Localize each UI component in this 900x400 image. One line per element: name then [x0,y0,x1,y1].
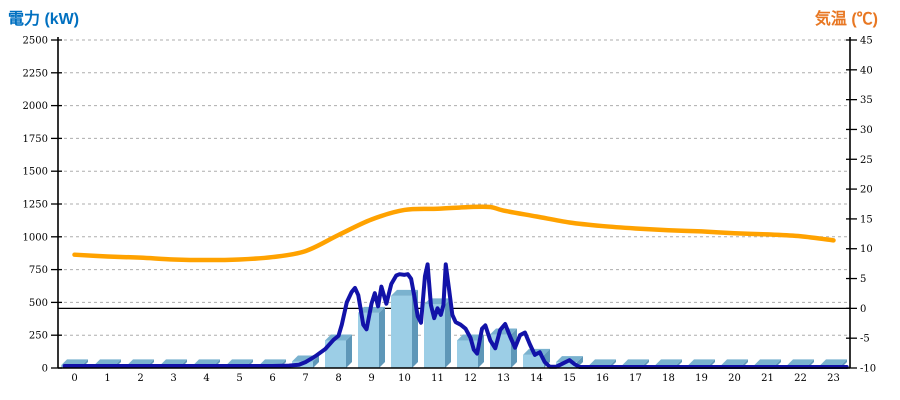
bar-front-face [523,354,544,368]
bar-top-face [688,359,715,366]
bar-top-face [787,359,814,366]
x-axis-tick-label: 1 [104,373,110,384]
bar-front-face [556,362,577,368]
left-axis-tick-label: 2500 [23,36,48,47]
right-axis-tick-label: 40 [860,65,873,76]
left-axis-tick-label: 1000 [23,232,48,243]
bar-side-face [346,334,352,368]
x-axis-tick-label: 18 [662,373,675,384]
bar-top-face [94,359,121,366]
x-axis-tick-label: 9 [368,373,374,384]
bar-side-face [445,298,451,368]
bar-top-face [754,359,781,366]
x-axis-tick-label: 12 [464,373,477,384]
temperature-line [72,204,836,263]
x-axis-tick-label: 3 [170,373,176,384]
x-axis-tick-label: 13 [497,373,510,384]
x-axis-tick-label: 0 [71,373,77,384]
bar-front-face [424,304,445,368]
bar-top-face [226,359,253,366]
bar-side-face [379,306,385,368]
bar-top-face [160,359,187,366]
left-axis-title: 電力 (kW) [8,11,80,28]
x-axis-tick-label: 10 [398,373,411,384]
bar-hour-8 [325,334,352,368]
x-axis-tick-label: 7 [302,373,308,384]
x-axis-tick-label: 5 [236,373,242,384]
left-axis-tick-label: 1750 [23,134,48,145]
right-axis-tick-label: 10 [860,244,873,255]
x-axis-tick-label: 22 [794,373,807,384]
bar-top-face [127,359,154,366]
right-axis-title: 気温 (℃) [814,11,878,28]
right-axis-tick-label: 20 [860,185,873,196]
left-axis-tick-label: 1500 [23,167,48,178]
bar-front-face [490,334,511,368]
right-axis-tick-label: 45 [860,36,873,47]
x-axis-tick-label: 14 [530,373,543,384]
right-axis-tick-label: 5 [860,274,866,285]
bar-top-face [61,359,88,366]
x-axis-tick-label: 19 [695,373,708,384]
bar-front-face [325,340,346,368]
right-axis-tick-label: 30 [860,125,873,136]
right-axis-tick-label: 25 [860,155,873,166]
bar-top-face [193,359,220,366]
x-axis-tick-label: 21 [761,373,774,384]
left-axis-tick-label: 2250 [23,68,48,79]
x-axis-tick-label: 11 [431,373,444,384]
bar-top-face [820,359,847,366]
bar-top-face [655,359,682,366]
x-axis-tick-label: 17 [629,373,642,384]
left-axis-tick-label: 250 [29,331,48,342]
x-axis-tick-label: 23 [827,373,840,384]
power-demand-line [62,262,849,369]
left-axis-tick-label: 0 [42,364,48,375]
x-axis-tick-label: 4 [203,373,209,384]
bar-side-face [313,355,319,368]
bar-front-face [457,340,478,368]
left-axis-tick-label: 1250 [23,200,48,211]
right-axis-tick-label: 35 [860,95,873,106]
bar-top-face [589,359,616,366]
x-axis-tick-label: 8 [335,373,341,384]
x-axis-tick-label: 2 [137,373,143,384]
x-axis-tick-label: 16 [596,373,609,384]
left-axis-tick-label: 750 [29,265,48,276]
right-axis-tick-label: 15 [860,214,873,225]
x-axis-tick-label: 15 [563,373,576,384]
right-axis-tick-label: 0 [860,304,866,315]
right-axis-tick-label: -10 [860,364,876,375]
bar-top-face [391,289,418,296]
right-axis-tick-label: -5 [860,334,870,345]
x-axis-tick-label: 20 [728,373,741,384]
bar-front-face [391,295,412,368]
x-axis-tick-label: 6 [269,373,275,384]
bar-top-face [622,359,649,366]
bar-top-face [721,359,748,366]
left-axis-tick-label: 500 [29,298,48,309]
left-axis-tick-label: 2000 [23,101,48,112]
